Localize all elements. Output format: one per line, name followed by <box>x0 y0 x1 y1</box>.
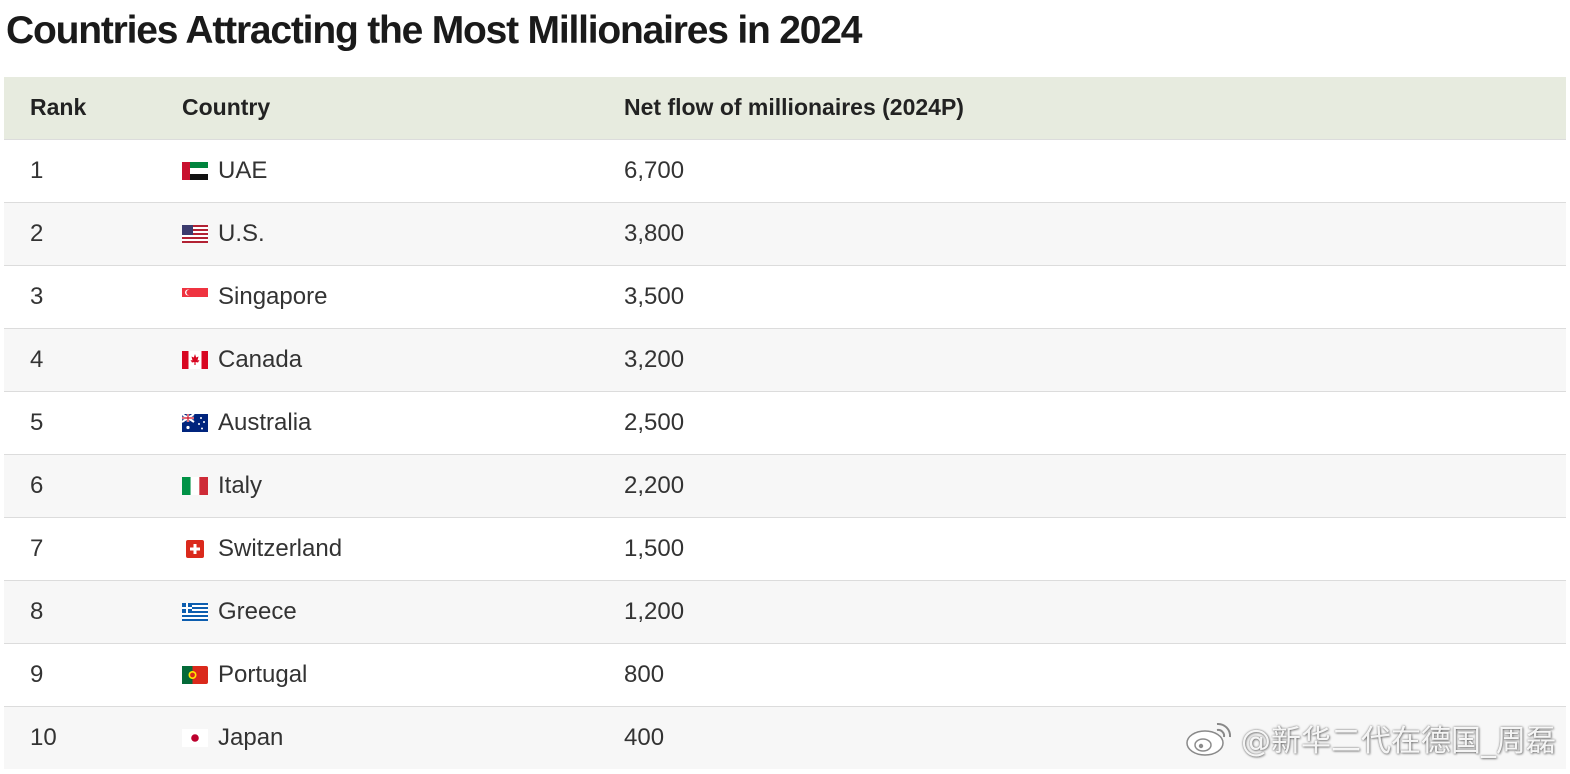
country-name: U.S. <box>218 219 265 247</box>
page-title: Countries Attracting the Most Millionair… <box>6 9 862 52</box>
country-cell: Canada <box>156 328 598 391</box>
watermark-text: @新华二代在德国_周磊 <box>1241 724 1556 759</box>
net-flow-cell: 800 <box>624 660 665 688</box>
table-body: 1 UAE 6,700 2 U.S. 3,800 3 Singapore 3,500 4 Canad… <box>4 139 1566 769</box>
country-name: Portugal <box>218 660 308 688</box>
table-row: 7 Switzerland 1,500 <box>4 517 1566 580</box>
country-name: Greece <box>218 597 297 625</box>
weibo-logo-icon <box>1183 718 1235 758</box>
table-row: 6 Italy 2,200 <box>4 454 1566 517</box>
country-cell: Japan <box>156 706 598 769</box>
header-net-flow: Net flow of millionaires (2024P) <box>624 94 964 121</box>
us-flag-icon <box>182 224 208 243</box>
net-flow-cell: 2,200 <box>624 471 685 499</box>
watermark: @新华二代在德国_周磊 <box>1183 716 1556 760</box>
country-cell: U.S. <box>156 202 598 265</box>
rank-cell: 3 <box>30 282 44 310</box>
net-flow-cell: 400 <box>624 723 665 751</box>
rank-cell: 1 <box>30 156 44 184</box>
country-cell: Greece <box>156 580 598 643</box>
table-row: 2 U.S. 3,800 <box>4 202 1566 265</box>
switzerland-flag-icon <box>182 539 208 558</box>
country-name: Australia <box>218 408 312 436</box>
country-cell: UAE <box>156 139 598 202</box>
table-row: 3 Singapore 3,500 <box>4 265 1566 328</box>
country-name: Canada <box>218 345 303 373</box>
net-flow-cell: 2,500 <box>624 408 685 436</box>
net-flow-cell: 6,700 <box>624 156 685 184</box>
millionaire-table: Rank Country Net flow of millionaires (2… <box>4 77 1566 769</box>
rank-cell: 6 <box>30 471 44 499</box>
australia-flag-icon <box>182 413 208 432</box>
rank-cell: 7 <box>30 534 44 562</box>
rank-cell: 4 <box>30 345 44 373</box>
net-flow-cell: 3,500 <box>624 282 685 310</box>
rank-cell: 2 <box>30 219 44 247</box>
country-cell: Singapore <box>156 265 598 328</box>
country-cell: Australia <box>156 391 598 454</box>
country-name: Singapore <box>218 282 328 310</box>
country-cell: Italy <box>156 454 598 517</box>
country-name: UAE <box>218 156 268 184</box>
singapore-flag-icon <box>182 287 208 306</box>
table-row: 4 Canada 3,200 <box>4 328 1566 391</box>
italy-flag-icon <box>182 476 208 495</box>
header-country: Country <box>182 94 271 121</box>
country-cell: Portugal <box>156 643 598 706</box>
rank-cell: 8 <box>30 597 44 625</box>
net-flow-cell: 3,800 <box>624 219 685 247</box>
table-row: 1 UAE 6,700 <box>4 139 1566 202</box>
rank-cell: 10 <box>30 723 57 751</box>
country-name: Japan <box>218 723 284 751</box>
table-row: 5 Australia 2,500 <box>4 391 1566 454</box>
portugal-flag-icon <box>182 665 208 684</box>
table-row: 10 Japan 400 <box>4 706 1566 769</box>
rank-cell: 5 <box>30 408 44 436</box>
country-name: Italy <box>218 471 263 499</box>
table-row: 9 Portugal 800 <box>4 643 1566 706</box>
greece-flag-icon <box>182 602 208 621</box>
japan-flag-icon <box>182 728 208 747</box>
uae-flag-icon <box>182 161 208 180</box>
rank-cell: 9 <box>30 660 44 688</box>
table-header-row: Rank Country Net flow of millionaires (2… <box>4 77 1566 139</box>
country-name: Switzerland <box>218 534 343 562</box>
net-flow-cell: 1,500 <box>624 534 685 562</box>
net-flow-cell: 3,200 <box>624 345 685 373</box>
net-flow-cell: 1,200 <box>624 597 685 625</box>
canada-flag-icon <box>182 350 208 369</box>
country-cell: Switzerland <box>156 517 598 580</box>
table-row: 8 Greece 1,200 <box>4 580 1566 643</box>
header-rank: Rank <box>30 94 87 121</box>
